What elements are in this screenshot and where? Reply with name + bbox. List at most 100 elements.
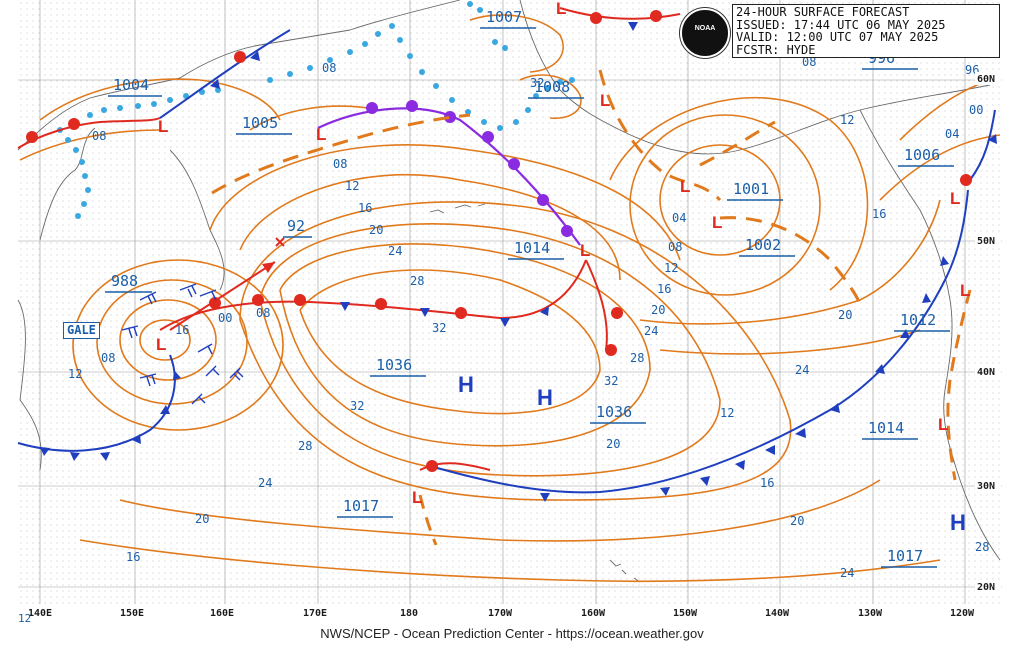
low-symbol: L [156, 335, 166, 354]
isobar-label: 24 [388, 244, 402, 258]
pressure-value: 1005 [242, 114, 278, 132]
latitude-labels: 60N 50N 40N 30N 20N [975, 72, 1001, 593]
isobar-label: 20 [606, 437, 620, 451]
pressure-value: 1014 [868, 419, 904, 437]
isobar-label: 08 [322, 61, 336, 75]
isobar-label: 24 [795, 363, 809, 377]
isobar-label: 04 [945, 127, 959, 141]
isobar-label: 16 [175, 323, 189, 337]
isobar-label: 08 [256, 306, 270, 320]
gale-warning-label: GALE [63, 322, 100, 339]
isobar-label: 16 [126, 550, 140, 564]
longitude-label: 170W [488, 608, 513, 619]
isobar-label: 12 [345, 179, 359, 193]
isobar-label: 28 [410, 274, 424, 288]
isobar-label: 08 [802, 55, 816, 69]
high-symbol: H [950, 510, 966, 535]
latitude-label: 60N [977, 74, 995, 85]
low-symbol: L [712, 213, 722, 232]
latitude-label: 30N [977, 481, 995, 492]
isobar-label: 12 [720, 406, 734, 420]
low-symbol: L [600, 91, 610, 110]
isobar-label: 04 [672, 211, 686, 225]
isobar-labels: 08 08 08 12 16 20 24 28 32 32 28 24 20 1… [68, 55, 989, 580]
pressure-value: 1004 [113, 76, 149, 94]
pressure-value: 1008 [534, 78, 570, 96]
ice-edge [57, 1, 575, 219]
pressure-value: 1002 [745, 236, 781, 254]
isobar-label: 20 [369, 223, 383, 237]
low-symbol: L [960, 281, 970, 300]
isobar-label: 08 [668, 240, 682, 254]
latitude-label: 40N [977, 367, 995, 378]
forecast-header: 24-HOUR SURFACE FORECAST ISSUED: 17:44 U… [732, 4, 1000, 58]
low-symbol: L [316, 125, 326, 144]
corner-isobar-label: 12 [18, 612, 32, 625]
isobar-label: 00 [218, 311, 232, 325]
header-issued: ISSUED: 17:44 UTC 06 MAY 2025 [736, 17, 946, 32]
low-symbol: L [950, 189, 960, 208]
header-title: 24-HOUR SURFACE FORECAST [736, 5, 910, 19]
isobar-label: 08 [101, 351, 115, 365]
high-symbol: H [537, 385, 553, 410]
longitude-label: 120W [950, 608, 975, 619]
low-symbol: L [680, 177, 690, 196]
isobar-label: 12 [68, 367, 82, 381]
pressure-value: 1017 [343, 497, 379, 515]
isobar-label: 28 [298, 439, 312, 453]
low-symbol: L [580, 241, 590, 260]
pressure-value: 1036 [596, 403, 632, 421]
isobar-label: 32 [350, 399, 364, 413]
low-pressure-centers: L L L L L L L L L L L L [156, 0, 970, 507]
isobar-label: 20 [838, 308, 852, 322]
fronts [17, 7, 997, 546]
high-pressure-centers: H H H [458, 372, 966, 535]
isobar-label: 24 [840, 566, 854, 580]
longitude-label: 160E [210, 608, 234, 619]
longitude-label: 170E [303, 608, 327, 619]
longitude-label: 160W [581, 608, 606, 619]
latitude-label: 50N [977, 236, 995, 247]
longitude-labels: 140E 150E 160E 170E 180 170W 160W 150W 1… [18, 604, 1002, 622]
pressure-value: 1012 [900, 311, 936, 329]
isobar-label: 32 [432, 321, 446, 335]
low-symbol: L [158, 117, 168, 136]
longitude-label: 150W [673, 608, 698, 619]
pressure-value: 1036 [376, 356, 412, 374]
isobar-label: 08 [333, 157, 347, 171]
isobar-label: 32 [604, 374, 618, 388]
longitude-label: 130W [858, 608, 883, 619]
latitude-label: 20N [977, 582, 995, 593]
isobar-label: 20 [790, 514, 804, 528]
coastlines [17, 0, 1001, 583]
isobar-label: 08 [92, 129, 106, 143]
isobar-label: 16 [657, 282, 671, 296]
isobar-label: 20 [651, 303, 665, 317]
isobar-label: 24 [644, 324, 658, 338]
noaa-logo: NOAA [680, 8, 730, 58]
longitude-label: 140W [765, 608, 790, 619]
low-symbol: L [556, 0, 566, 18]
noaa-logo-text: NOAA [694, 25, 716, 32]
isobar-label: 12 [840, 113, 854, 127]
isobars [19, 14, 1001, 583]
isobar-label: 20 [195, 512, 209, 526]
isobar-label: 00 [969, 103, 983, 117]
longitude-label: 180 [400, 608, 418, 619]
low-symbol: L [938, 415, 948, 434]
pressure-value: 1001 [733, 180, 769, 198]
header-forecaster: FCSTR: HYDE [736, 42, 816, 57]
longitude-label: 150E [120, 608, 144, 619]
pressure-value: 1006 [904, 146, 940, 164]
isobar-label: 32 [530, 76, 544, 90]
footer-credit: NWS/NCEP - Ocean Prediction Center - htt… [320, 626, 704, 641]
isobar-label: 16 [760, 476, 774, 490]
pressure-value: 1017 [887, 547, 923, 565]
header-valid: VALID: 12:00 UTC 07 MAY 2025 [736, 30, 939, 44]
pressure-center-labels: 1004 1005 1007 1008 1001 1002 1006 988 9… [105, 8, 954, 568]
pressure-value: 988 [111, 272, 138, 290]
isobar-label: 12 [664, 261, 678, 275]
wind-barbs [121, 283, 244, 405]
isobar-label: 24 [258, 476, 272, 490]
